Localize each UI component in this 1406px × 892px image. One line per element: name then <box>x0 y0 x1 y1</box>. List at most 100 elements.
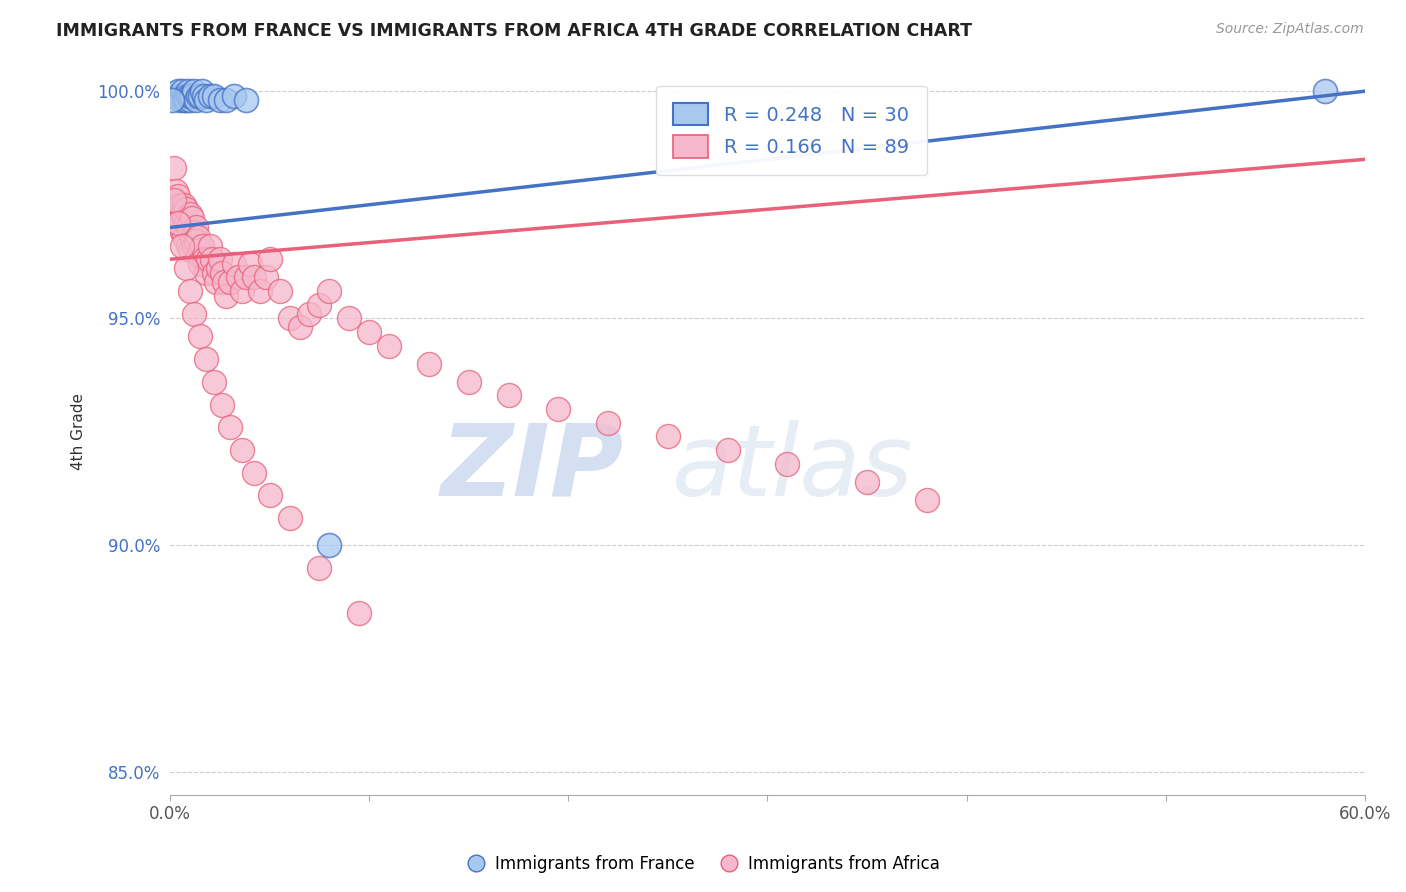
Point <box>657 429 679 443</box>
Point <box>165 184 187 198</box>
Point <box>298 307 321 321</box>
Point <box>198 88 221 103</box>
Point <box>498 388 520 402</box>
Point <box>242 466 264 480</box>
Point <box>259 252 281 267</box>
Point <box>235 93 257 107</box>
Point <box>239 257 262 271</box>
Point <box>359 325 381 339</box>
Point <box>856 475 879 489</box>
Point <box>288 320 311 334</box>
Text: atlas: atlas <box>672 419 914 516</box>
Point <box>179 207 201 221</box>
Point <box>226 270 249 285</box>
Point <box>457 375 479 389</box>
Point <box>205 275 228 289</box>
Point <box>170 238 193 252</box>
Point <box>235 270 257 285</box>
Point <box>179 225 201 239</box>
Point <box>717 442 740 457</box>
Point <box>169 211 191 226</box>
Point <box>169 88 191 103</box>
Point <box>198 238 221 252</box>
Point <box>173 88 195 103</box>
Point <box>163 193 186 207</box>
Point <box>194 352 217 367</box>
Point <box>187 88 209 103</box>
Point <box>242 270 264 285</box>
Point <box>181 229 204 244</box>
Point <box>188 243 211 257</box>
Point <box>183 225 205 239</box>
Point <box>249 284 271 298</box>
Point <box>278 511 301 525</box>
Point <box>208 93 231 107</box>
Point <box>197 252 219 267</box>
Point <box>231 284 253 298</box>
Point <box>174 261 197 276</box>
Point <box>181 211 204 226</box>
Text: IMMIGRANTS FROM FRANCE VS IMMIGRANTS FROM AFRICA 4TH GRADE CORRELATION CHART: IMMIGRANTS FROM FRANCE VS IMMIGRANTS FRO… <box>56 22 972 40</box>
Point <box>177 84 200 98</box>
Point <box>183 307 205 321</box>
Point <box>174 202 197 217</box>
Point <box>167 84 190 98</box>
Point <box>222 88 245 103</box>
Point <box>173 93 195 107</box>
Point <box>208 252 231 267</box>
Point <box>202 266 225 280</box>
Point <box>174 93 197 107</box>
Point <box>337 311 360 326</box>
Point <box>169 220 191 235</box>
Point <box>202 375 225 389</box>
Point <box>188 257 211 271</box>
Point <box>167 188 190 202</box>
Point <box>169 93 191 107</box>
Point <box>179 243 201 257</box>
Text: ZIP: ZIP <box>441 419 624 516</box>
Point <box>173 229 195 244</box>
Point <box>378 338 401 352</box>
Point <box>211 398 233 412</box>
Point <box>174 88 197 103</box>
Point <box>187 229 209 244</box>
Point <box>173 198 195 212</box>
Point <box>215 288 238 302</box>
Point <box>179 93 201 107</box>
Point <box>170 225 193 239</box>
Point <box>188 88 211 103</box>
Point <box>278 311 301 326</box>
Point <box>193 88 215 103</box>
Point <box>184 220 207 235</box>
Point <box>349 607 371 621</box>
Point <box>184 234 207 248</box>
Point <box>181 88 204 103</box>
Point <box>318 284 340 298</box>
Point <box>194 266 217 280</box>
Point <box>222 257 245 271</box>
Point <box>598 416 620 430</box>
Point <box>163 161 186 176</box>
Point <box>177 220 200 235</box>
Y-axis label: 4th Grade: 4th Grade <box>72 393 86 470</box>
Point <box>167 202 190 217</box>
Point <box>547 402 569 417</box>
Point <box>207 261 229 276</box>
Point <box>212 275 235 289</box>
Point <box>201 252 224 267</box>
Point <box>188 329 211 343</box>
Point <box>165 88 187 103</box>
Point <box>183 84 205 98</box>
Point <box>1313 84 1336 98</box>
Point <box>191 238 214 252</box>
Point <box>187 248 209 262</box>
Point <box>174 216 197 230</box>
Point <box>160 93 183 107</box>
Point <box>170 207 193 221</box>
Point <box>231 442 253 457</box>
Point <box>191 84 214 98</box>
Legend: R = 0.248   N = 30, R = 0.166   N = 89: R = 0.248 N = 30, R = 0.166 N = 89 <box>657 86 927 175</box>
Point <box>170 84 193 98</box>
Point <box>776 457 799 471</box>
Point <box>254 270 277 285</box>
